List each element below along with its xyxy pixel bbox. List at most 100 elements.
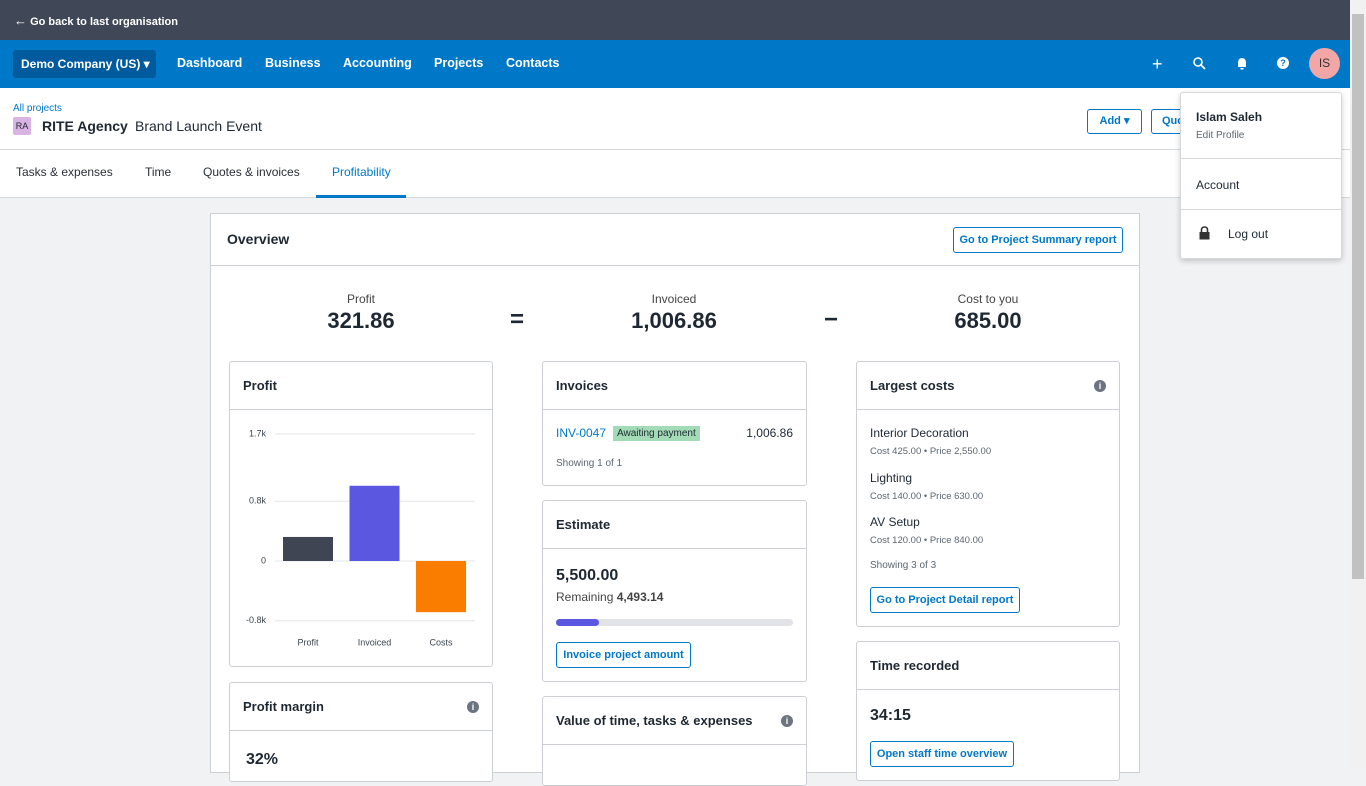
- logout-item[interactable]: Log out: [1228, 227, 1269, 241]
- summary-value: 1,006.86: [631, 308, 717, 333]
- summary-label: Profit: [346, 292, 375, 306]
- tab-underline: [316, 195, 406, 198]
- title-text: Largest costs: [870, 378, 955, 393]
- card-title: Estimate: [543, 501, 806, 549]
- value-card: Value of time, tasks & expenses i: [542, 696, 807, 786]
- top-bar: [0, 0, 1366, 40]
- divider: [1181, 209, 1341, 210]
- remaining-value: 4,493.14: [616, 590, 664, 604]
- info-icon[interactable]: i: [1094, 380, 1106, 392]
- nav-item[interactable]: Accounting: [343, 56, 412, 70]
- cost-detail: Cost 120.00 • Price 840.00: [870, 535, 984, 546]
- project-header: [0, 88, 1350, 198]
- org-switcher[interactable]: Demo Company (US) ▾: [13, 50, 156, 78]
- tab[interactable]: Quotes & invoices: [203, 165, 300, 179]
- profit-chart: -0.8k 0 0.8k 1.7k Profit Invoiced Costs: [246, 428, 475, 647]
- margin-value: 32%: [246, 751, 279, 768]
- cost-name: Lighting: [870, 470, 913, 485]
- invoice-amount-button[interactable]: Invoice project amount: [556, 642, 691, 668]
- y-tick-label: -0.8k: [246, 615, 267, 625]
- tab[interactable]: Time: [145, 165, 172, 179]
- back-arrow: ←: [14, 13, 27, 28]
- card-title: Profit margin i: [230, 683, 492, 731]
- nav-item[interactable]: Projects: [434, 56, 484, 70]
- search-icon[interactable]: [1193, 57, 1206, 70]
- breadcrumb[interactable]: All projects: [13, 103, 62, 114]
- y-tick-label: 0: [261, 555, 266, 565]
- bar: [416, 561, 466, 613]
- info-icon[interactable]: i: [467, 701, 479, 713]
- bar: [283, 536, 333, 561]
- nav-item[interactable]: Dashboard: [177, 56, 243, 70]
- summary-report-button[interactable]: Go to Project Summary report: [953, 227, 1123, 253]
- summary-value: 321.86: [327, 308, 395, 333]
- costs-card: Largest costs i Showing 3 of 3 Go to Proj…: [856, 361, 1120, 627]
- y-tick-label: 0.8k: [249, 496, 267, 506]
- card-title: Largest costs i: [857, 362, 1119, 410]
- divider: [0, 149, 1350, 150]
- invoice-number[interactable]: INV-0047: [556, 426, 607, 440]
- summary-value: 685.00: [954, 308, 1022, 333]
- summary-label: Invoiced: [651, 292, 697, 306]
- card-title: Invoices: [543, 362, 806, 410]
- nav-bar: [0, 40, 1366, 88]
- margin-card: Profit margin i 32%: [229, 682, 493, 782]
- divider: [1181, 158, 1341, 159]
- divider: [211, 265, 1139, 266]
- bar: [349, 485, 400, 561]
- bell-icon[interactable]: [1236, 57, 1248, 70]
- card-title: Profit: [230, 362, 492, 410]
- invoice-amount: 1,006.86: [746, 426, 793, 440]
- remaining: Remaining 4,493.14: [556, 590, 663, 604]
- overview-title: Overview: [227, 231, 290, 247]
- cost-name: AV Setup: [870, 515, 920, 529]
- estimate-amount: 5,500.00: [556, 567, 619, 584]
- card-title: Value of time, tasks & expenses i: [543, 697, 806, 745]
- account-item[interactable]: Account: [1196, 178, 1240, 192]
- client-badge: RA: [13, 117, 31, 135]
- time-card: Time recorded 34:15 Open staff time over…: [856, 641, 1120, 781]
- back-link[interactable]: ← Go back to last organisation: [14, 13, 178, 28]
- add-label: Add: [1099, 115, 1121, 127]
- divider: [0, 197, 1350, 198]
- edit-profile[interactable]: Edit Profile: [1196, 130, 1245, 141]
- back-text: Go back to last organisation: [30, 16, 178, 28]
- avatar[interactable]: IS: [1309, 48, 1340, 79]
- summary-label: Cost to you: [957, 292, 1019, 306]
- cost-detail: Cost 425.00 • Price 2,550.00: [870, 446, 992, 457]
- title-text: Value of time, tasks & expenses: [556, 713, 753, 728]
- nav-item[interactable]: Business: [265, 56, 321, 70]
- tab[interactable]: Tasks & expenses: [16, 165, 113, 179]
- costs-footer: Showing 3 of 3: [870, 560, 937, 571]
- detail-report-button[interactable]: Go to Project Detail report: [870, 587, 1020, 613]
- operator: −: [823, 306, 838, 333]
- profit-card: Profit -0.8k 0 0.8k 1.7k Profit Invoiced Costs: [229, 361, 493, 667]
- invoice-status: Awaiting payment: [613, 426, 700, 441]
- card-title: Time recorded: [857, 642, 1119, 690]
- user-name: Islam Saleh: [1196, 110, 1263, 124]
- remaining-label: Remaining: [556, 590, 614, 604]
- client-name: RITE Agency: [42, 118, 128, 134]
- user-menu: Islam Saleh Edit Profile Account Log out: [1180, 92, 1342, 259]
- x-tick-label: Costs: [429, 637, 453, 647]
- cost-detail: Cost 140.00 • Price 630.00: [870, 490, 984, 502]
- help-icon[interactable]: ?: [1277, 57, 1289, 69]
- cost-name: Interior Decoration: [870, 426, 969, 440]
- operator: =: [509, 306, 524, 333]
- progress-fill: [556, 619, 599, 626]
- info-icon[interactable]: i: [781, 715, 793, 727]
- scrollbar: [1350, 0, 1366, 768]
- add-button[interactable]: Add ▾: [1087, 109, 1142, 134]
- nav-item[interactable]: Contacts: [506, 56, 560, 70]
- y-tick-label: 1.7k: [249, 428, 267, 438]
- project-name: Brand Launch Event: [135, 118, 262, 134]
- scroll-thumb[interactable]: [1352, 14, 1364, 579]
- x-tick-label: Invoiced: [358, 637, 392, 647]
- x-tick-label: Profit: [297, 637, 319, 647]
- add-icon[interactable]: +: [1152, 54, 1163, 74]
- tab[interactable]: Profitability: [332, 165, 391, 179]
- staff-time-button[interactable]: Open staff time overview: [870, 741, 1014, 767]
- lock-icon: [1199, 226, 1210, 240]
- invoices-card: Invoices INV-0047 Awaiting payment 1,006…: [542, 361, 807, 486]
